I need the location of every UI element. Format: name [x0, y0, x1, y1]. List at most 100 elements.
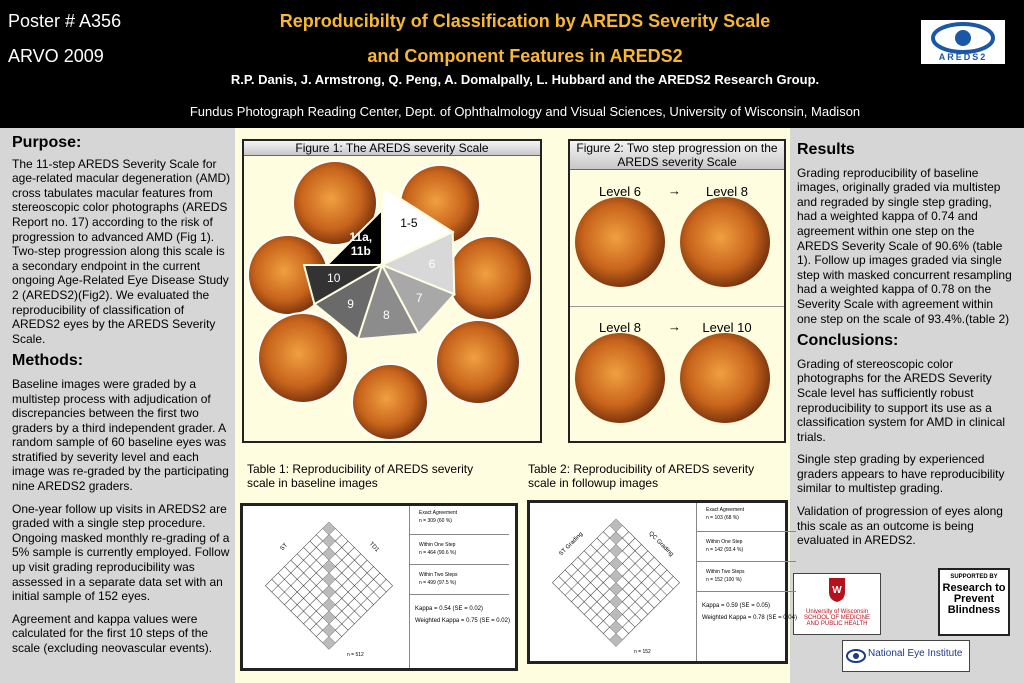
diagonal-cell — [322, 560, 336, 573]
grid-rule — [265, 585, 330, 650]
diagonal-cell — [322, 611, 336, 624]
scale-wedge — [302, 264, 386, 306]
level-label: Level 8 — [599, 320, 641, 335]
heading: Purpose: — [12, 134, 82, 151]
grid-rule — [596, 563, 661, 628]
fundus-photo — [257, 312, 349, 404]
rpb-text: Research to Prevent Blindness — [942, 582, 1006, 616]
stat-text: n = 142 (93.4 %) — [706, 547, 744, 553]
stat-text: Exact Agreement — [706, 507, 745, 513]
wedge-label: 10 — [327, 270, 341, 285]
n-label: n = 512 — [347, 652, 364, 658]
separator — [409, 506, 410, 668]
axis-label: ST — [279, 542, 289, 552]
figure-title: Figure 1: The AREDS severity Scale — [244, 141, 540, 156]
separator — [696, 561, 796, 562]
grid-rule — [571, 563, 636, 628]
table-1: ST TD1 n = 512 Exact Agreement n = 309 (60 %… — [240, 503, 518, 671]
stat-text: Kappa = 0.59 (SE = 0.05) — [702, 603, 771, 609]
wedge-label: 6 — [428, 256, 436, 271]
stat-text: Kappa = 0.54 (SE = 0.02) — [415, 606, 484, 612]
grid-rule — [303, 560, 368, 625]
heading: Methods: — [12, 352, 84, 370]
level-label: Level 6 — [599, 184, 641, 199]
fundus-photo — [351, 363, 429, 441]
poster-number: Poster # A356 — [8, 11, 122, 31]
fundus-photo — [680, 197, 770, 287]
arrow: → — [668, 319, 681, 334]
stat-text: Within One Step — [706, 539, 743, 545]
nei-icon — [846, 649, 866, 663]
table-caption: Table 2: Reproducibility of AREDS severi… — [528, 462, 755, 490]
paragraph: One-year follow up visits in AREDS2 are … — [12, 501, 230, 604]
wedge-label: 11a, 11b — [349, 229, 373, 258]
grid-rule — [615, 582, 680, 647]
diagonal-cell — [322, 522, 336, 535]
figure-title: Figure 2: Two step progression on the AR… — [570, 141, 784, 170]
wedge-label: 7 — [415, 291, 423, 306]
diagonal-cell — [609, 531, 623, 545]
title-line: and Component Features in AREDS2 — [367, 46, 683, 66]
diagonal-cell — [322, 598, 336, 612]
meeting: ARVO 2009 — [8, 46, 104, 66]
paragraph: The 11-step AREDS Severity Scale for age… — [12, 156, 231, 346]
nei-text: National Eye Institute — [868, 648, 963, 659]
diagonal-cell — [609, 519, 623, 532]
separator — [409, 564, 509, 565]
agreement-grid: ST Grading QC Grading n = 152 — [552, 518, 680, 655]
level-label: Level 8 — [706, 184, 748, 199]
svg-text:W: W — [832, 585, 842, 596]
agreement-grid: ST TD1 n = 512 — [265, 521, 393, 658]
logo-text: AREDS2 — [938, 52, 988, 62]
stat-text: n = 309 (60 %) — [419, 518, 452, 524]
diagonal-cell — [609, 582, 623, 596]
left-column — [0, 128, 235, 683]
wedge-label: 9 — [347, 296, 354, 311]
grid — [552, 518, 680, 647]
rpb-top: SUPPORTED BY — [950, 574, 998, 580]
wedge-label: 1-5 — [400, 215, 418, 230]
diagonal-cell — [322, 636, 336, 650]
grid-rule — [290, 560, 355, 625]
fundus-photo — [575, 197, 665, 287]
grid-rule — [552, 582, 617, 647]
paragraph: Agreement and kappa values were calculat… — [12, 611, 213, 655]
diagonal-cell — [609, 544, 623, 558]
table-caption: Table 1: Reproducibility of AREDS severi… — [247, 462, 474, 490]
fundus-photo — [435, 319, 521, 405]
stat-text: Within Two Steps — [419, 572, 458, 578]
uw-logo: W University of Wisconsin SCHOOL OF MEDI… — [793, 573, 881, 635]
results: Results Grading reproducibility of basel… — [797, 142, 1015, 556]
nei-logo: National Eye Institute — [842, 640, 970, 672]
table-2: ST Grading QC Grading n = 152 Exact Agreeme… — [527, 500, 797, 664]
grid-rule — [328, 521, 393, 586]
title-line: Reproducibilty of Classification by ARED… — [279, 11, 771, 31]
diagonal-cell — [322, 572, 336, 586]
separator — [696, 503, 697, 661]
n-label: n = 152 — [634, 649, 651, 655]
separator — [409, 594, 509, 595]
stat-text: n = 464 (90.6 %) — [419, 550, 457, 556]
separator — [409, 534, 509, 535]
stat-text: Within One Step — [419, 542, 456, 548]
diagonal-cell — [322, 623, 336, 637]
fundus-photo — [680, 333, 770, 423]
authors: R.P. Danis, J. Armstrong, Q. Peng, A. Do… — [230, 72, 820, 87]
paragraph: Baseline images were graded by a multist… — [12, 376, 229, 494]
diagonal-cell — [609, 595, 623, 609]
stat-text: Weighted Kappa = 0.75 (SE = 0.02) — [415, 618, 510, 624]
grid-rule — [309, 566, 374, 631]
stat-text: Exact Agreement — [419, 510, 458, 516]
uw-text: University of Wisconsin SCHOOL OF MEDICI… — [803, 609, 871, 627]
paragraph: Single step grading by experienced grade… — [797, 452, 1005, 496]
wedge-label: 8 — [383, 307, 390, 322]
purpose: Purpose: The 11-step AREDS Severity Scal… — [12, 134, 232, 664]
separator — [696, 531, 796, 532]
fundus-photo — [447, 235, 533, 321]
level-label: Level 10 — [702, 320, 752, 335]
diagonal-cell — [609, 620, 623, 634]
fundus-photo — [575, 333, 665, 423]
paragraph: Grading of stereoscopic color photograph… — [797, 356, 1006, 444]
